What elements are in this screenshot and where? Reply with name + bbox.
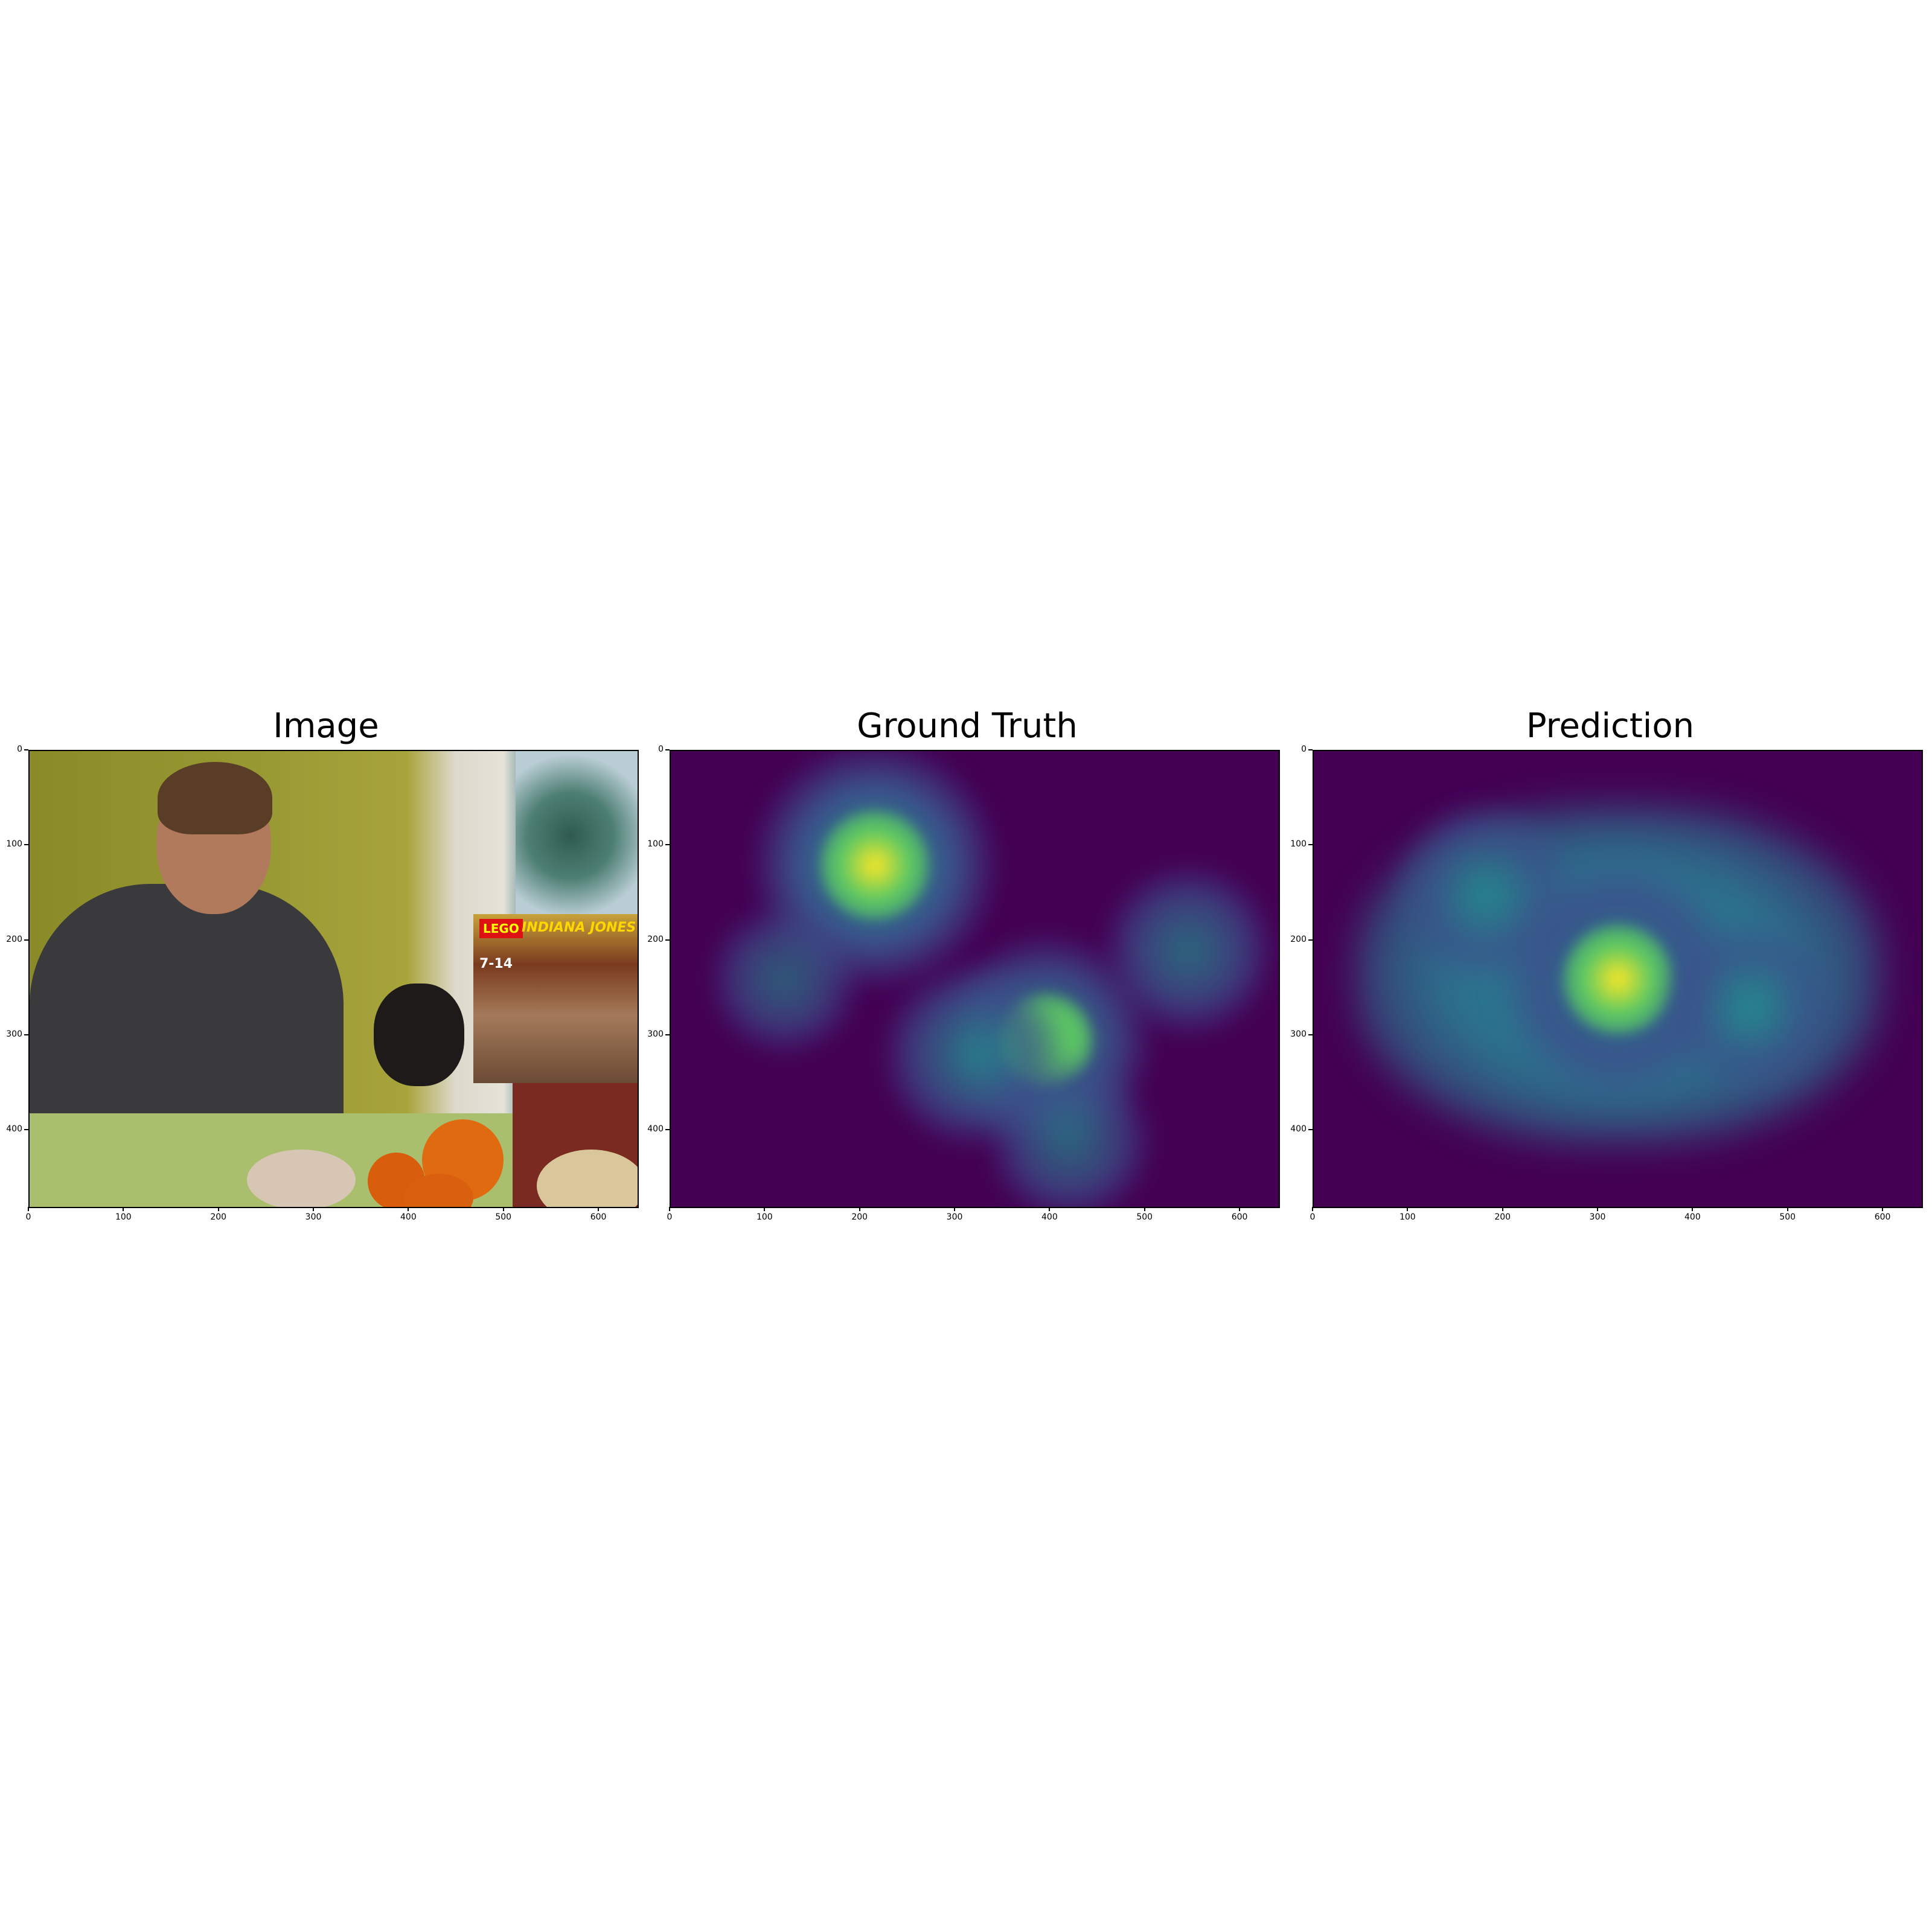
y-tick-label: 100 (647, 839, 664, 849)
x-tick-label: 400 (1684, 1212, 1701, 1222)
x-tick-mark (954, 1207, 956, 1211)
x-tick-mark (1049, 1207, 1051, 1211)
x-tick-label: 0 (25, 1212, 31, 1222)
x-tick-mark (502, 1207, 504, 1211)
heatmap-hotspot-core (820, 810, 930, 920)
x-tick-label: 300 (305, 1212, 322, 1222)
heatmap-hotspot (1104, 866, 1273, 1035)
window-trees (516, 751, 638, 920)
bowl (537, 1150, 638, 1207)
heatmap-hotspot-core (1563, 924, 1672, 1034)
ground-truth-panel: Ground Truth 0 100 200 300 400 500 600 0 100 200… (641, 706, 1293, 1238)
y-tick-mark (665, 939, 670, 941)
x-tick-label: 600 (1874, 1212, 1891, 1222)
x-tick-mark (1692, 1207, 1694, 1211)
x-tick-label: 300 (946, 1212, 963, 1222)
y-tick-label: 200 (647, 934, 664, 944)
y-tick-label: 100 (6, 839, 22, 849)
y-tick-mark (24, 939, 28, 941)
x-tick-mark (859, 1207, 860, 1211)
x-tick-mark (1502, 1207, 1503, 1211)
y-tick-mark (24, 844, 28, 846)
x-tick-mark (1882, 1207, 1884, 1211)
y-tick-label: 0 (17, 744, 22, 754)
panel-title: Image (273, 706, 379, 746)
panel-title: Prediction (1526, 706, 1695, 746)
x-tick-label: 600 (590, 1212, 607, 1222)
heatmap-frame (670, 750, 1280, 1208)
x-tick-label: 400 (1041, 1212, 1058, 1222)
x-tick-mark (1407, 1207, 1409, 1211)
x-tick-label: 600 (1231, 1212, 1248, 1222)
box-title: INDIANA JONES (522, 920, 636, 935)
plate (247, 1150, 356, 1207)
x-tick-mark (313, 1207, 315, 1211)
y-tick-label: 300 (6, 1029, 22, 1039)
prediction-panel: Prediction 0 100 200 300 400 500 600 0 100 200 30… (1284, 706, 1932, 1238)
x-tick-mark (123, 1207, 124, 1211)
panel-title: Ground Truth (857, 706, 1078, 746)
image-panel: Image LEGO INDIANA JONES 7-14 0 100 200 300… (0, 706, 652, 1238)
x-tick-label: 100 (115, 1212, 132, 1222)
x-tick-label: 400 (400, 1212, 417, 1222)
y-tick-mark (1308, 749, 1313, 750)
y-tick-mark (1308, 844, 1313, 846)
y-tick-label: 200 (1290, 934, 1307, 944)
y-tick-label: 400 (1290, 1124, 1307, 1134)
x-tick-label: 0 (667, 1212, 673, 1222)
person-hair (158, 762, 272, 834)
lego-logo: LEGO (479, 919, 523, 938)
x-tick-label: 500 (1779, 1212, 1796, 1222)
y-tick-label: 0 (658, 744, 664, 754)
y-tick-mark (665, 1034, 670, 1035)
dog (374, 984, 464, 1086)
heatmap-hotspot (1663, 920, 1838, 1095)
y-tick-mark (1308, 1034, 1313, 1035)
y-tick-label: 100 (1290, 839, 1307, 849)
y-tick-label: 0 (1301, 744, 1307, 754)
y-tick-label: 300 (647, 1029, 664, 1039)
photo-frame: LEGO INDIANA JONES 7-14 (28, 750, 639, 1208)
x-tick-mark (408, 1207, 409, 1211)
x-tick-mark (598, 1207, 600, 1211)
x-tick-label: 200 (1494, 1212, 1511, 1222)
y-tick-mark (24, 1129, 28, 1131)
y-tick-label: 400 (647, 1124, 664, 1134)
x-tick-label: 100 (1399, 1212, 1416, 1222)
heatmap-hotspot (1393, 802, 1576, 985)
box-age: 7-14 (479, 956, 513, 971)
x-tick-label: 200 (851, 1212, 868, 1222)
x-tick-label: 500 (495, 1212, 512, 1222)
heatmap-frame (1313, 750, 1923, 1208)
x-tick-mark (669, 1207, 670, 1211)
y-tick-label: 200 (6, 934, 22, 944)
y-tick-label: 300 (1290, 1029, 1307, 1039)
x-tick-mark (1597, 1207, 1599, 1211)
x-tick-mark (217, 1207, 219, 1211)
y-tick-mark (1308, 939, 1313, 941)
x-tick-mark (1786, 1207, 1788, 1211)
y-tick-mark (665, 1129, 670, 1131)
y-tick-mark (1308, 1129, 1313, 1131)
x-tick-mark (1144, 1207, 1145, 1211)
x-tick-label: 200 (210, 1212, 227, 1222)
x-tick-label: 300 (1589, 1212, 1606, 1222)
heatmap-hotspot (710, 904, 859, 1054)
y-tick-mark (24, 749, 28, 750)
x-tick-mark (28, 1207, 29, 1211)
y-tick-mark (665, 844, 670, 846)
y-tick-label: 400 (6, 1124, 22, 1134)
x-tick-label: 0 (1310, 1212, 1316, 1222)
x-tick-mark (1239, 1207, 1241, 1211)
lego-box: LEGO INDIANA JONES 7-14 (473, 914, 638, 1083)
x-tick-label: 500 (1136, 1212, 1153, 1222)
heatmap-hotspot (988, 1059, 1151, 1207)
x-tick-mark (1312, 1207, 1313, 1211)
x-tick-mark (764, 1207, 766, 1211)
y-tick-mark (24, 1034, 28, 1035)
y-tick-mark (665, 749, 670, 750)
x-tick-label: 100 (756, 1212, 773, 1222)
